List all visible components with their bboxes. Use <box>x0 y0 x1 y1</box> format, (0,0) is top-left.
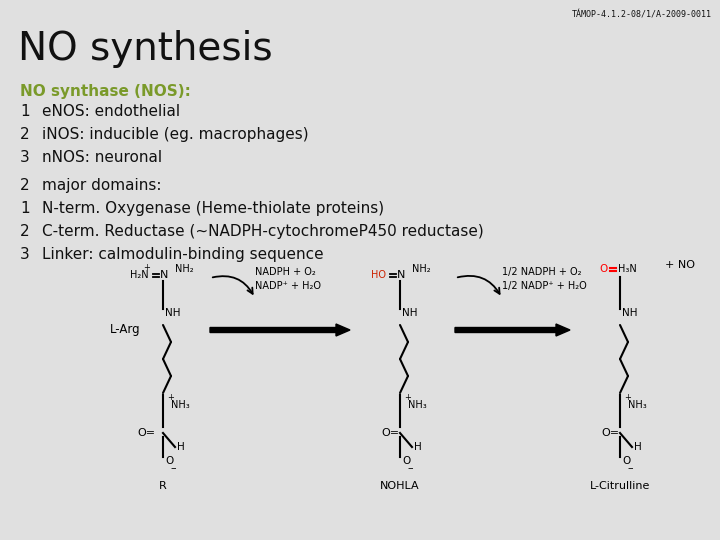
Text: NH₂: NH₂ <box>175 264 194 274</box>
Text: NH₂: NH₂ <box>412 264 431 274</box>
Text: NADP⁺ + H₂O: NADP⁺ + H₂O <box>255 281 321 291</box>
Text: +: + <box>143 262 150 272</box>
Text: NO synthase (NOS):: NO synthase (NOS): <box>20 84 191 99</box>
Text: R: R <box>159 481 167 491</box>
Text: NH₃: NH₃ <box>408 400 427 410</box>
Text: major domains:: major domains: <box>42 178 161 193</box>
Text: NH: NH <box>622 308 637 318</box>
Text: NH₃: NH₃ <box>628 400 647 410</box>
Text: L-Citrulline: L-Citrulline <box>590 481 650 491</box>
Text: 1: 1 <box>20 104 30 119</box>
Text: H: H <box>414 442 422 452</box>
Text: NO synthesis: NO synthesis <box>18 30 273 68</box>
Text: NH₃: NH₃ <box>171 400 190 410</box>
Text: O: O <box>402 456 410 466</box>
Text: Linker: calmodulin-binding sequence: Linker: calmodulin-binding sequence <box>42 247 323 262</box>
Text: +: + <box>624 393 631 402</box>
Text: N: N <box>397 270 405 280</box>
Text: nNOS: neuronal: nNOS: neuronal <box>42 150 162 165</box>
Text: O=: O= <box>602 428 620 438</box>
Text: –: – <box>408 463 413 473</box>
Text: H₂N: H₂N <box>130 270 149 280</box>
Text: 2: 2 <box>20 127 30 142</box>
Text: O: O <box>165 456 174 466</box>
Text: –: – <box>170 463 176 473</box>
Text: +: + <box>168 393 174 402</box>
Text: +: + <box>405 393 411 402</box>
Text: 3: 3 <box>20 150 30 165</box>
FancyArrow shape <box>455 324 570 336</box>
Text: H: H <box>177 442 185 452</box>
Text: eNOS: endothelial: eNOS: endothelial <box>42 104 180 119</box>
Text: 2: 2 <box>20 178 30 193</box>
Text: C-term. Reductase (~NADPH-cytochromeP450 reductase): C-term. Reductase (~NADPH-cytochromeP450… <box>42 224 484 239</box>
Text: 1/2 NADPH + O₂: 1/2 NADPH + O₂ <box>502 267 582 277</box>
FancyArrow shape <box>210 324 350 336</box>
Text: NH: NH <box>165 308 181 318</box>
Text: HO: HO <box>371 270 386 280</box>
Text: L-Arg: L-Arg <box>109 323 140 336</box>
Text: 1/2 NADP⁺ + H₂O: 1/2 NADP⁺ + H₂O <box>502 281 587 291</box>
Text: iNOS: inducible (eg. macrophages): iNOS: inducible (eg. macrophages) <box>42 127 309 142</box>
Text: –: – <box>627 463 633 473</box>
Text: NOHLA: NOHLA <box>380 481 420 491</box>
Text: NH: NH <box>402 308 418 318</box>
Text: H₃N: H₃N <box>618 264 636 274</box>
Text: 2: 2 <box>20 224 30 239</box>
Text: NADPH + O₂: NADPH + O₂ <box>255 267 316 277</box>
Text: N-term. Oxygenase (Heme-thiolate proteins): N-term. Oxygenase (Heme-thiolate protein… <box>42 201 384 216</box>
Text: O: O <box>600 264 608 274</box>
Text: O: O <box>622 456 630 466</box>
Text: 1: 1 <box>20 201 30 216</box>
Text: TÁMOP-4.1.2-08/1/A-2009-0011: TÁMOP-4.1.2-08/1/A-2009-0011 <box>572 10 712 19</box>
Text: N: N <box>160 270 168 280</box>
Text: + NO: + NO <box>665 260 695 270</box>
Text: O=: O= <box>382 428 400 438</box>
Text: H: H <box>634 442 642 452</box>
Text: O=: O= <box>137 428 155 438</box>
Text: 3: 3 <box>20 247 30 262</box>
